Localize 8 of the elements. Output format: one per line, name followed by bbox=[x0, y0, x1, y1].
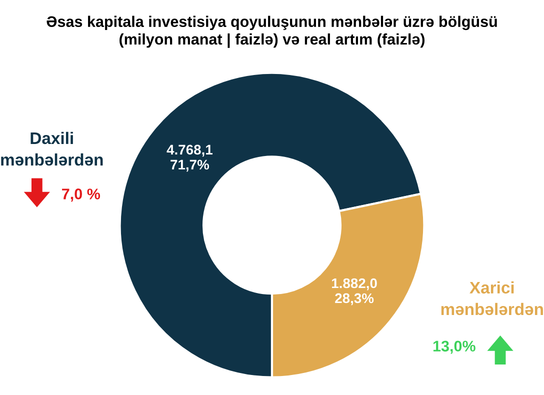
slice-label: Xarici mənbələrdən bbox=[441, 281, 543, 316]
data-label: 1.882,0 28,3% bbox=[332, 278, 377, 306]
slice-label: Daxili mənbələrdən bbox=[1, 132, 103, 166]
donut-slice bbox=[118, 72, 422, 378]
text: 13,0% bbox=[433, 340, 476, 354]
text: 7,0 % bbox=[62, 188, 100, 202]
data-label: 4.768,1 71,7% bbox=[166, 144, 212, 172]
chart-title: Əsas kapitala investisiya qoyuluşunun mənbələr üzrə bölgüsü (milyon manat | faizlə) və real artım (faizlə) bbox=[46, 16, 497, 48]
